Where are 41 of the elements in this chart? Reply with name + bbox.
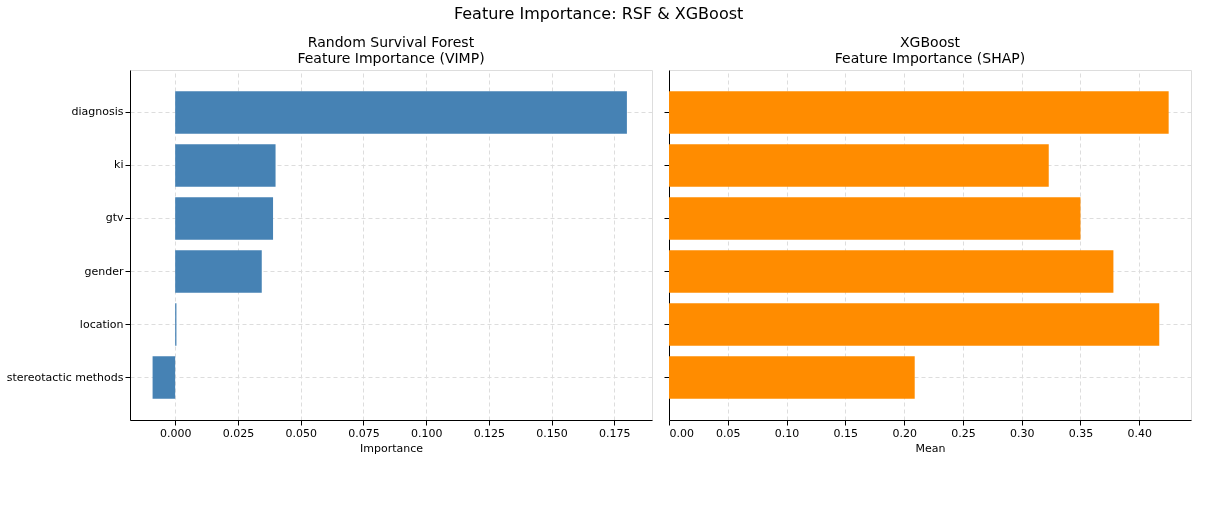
bar [175,197,274,240]
x-tick-label: 0.050 [285,426,317,440]
x-tick-label: 0.15 [833,426,859,440]
x-axis-title: Importance [359,441,424,455]
y-tick-label: gtv [105,211,124,225]
x-tick-label: 0.25 [951,426,976,440]
bar [669,91,1169,134]
bar [669,144,1049,187]
y-tick-label: gender [84,264,124,278]
x-tick-label: 0.025 [222,426,255,440]
x-tick-label: 0.000 [159,426,192,440]
x-tick-label: 0.075 [348,426,380,440]
y-tick-label: ki [114,158,124,172]
bar [175,250,262,293]
y-tick-label: location [79,317,124,331]
x-tick-label: 0.20 [892,426,917,440]
y-tick-label: stereotactic methods [6,370,124,384]
bar [669,197,1081,240]
bar [175,144,276,187]
text: XGBoost [900,34,960,50]
bar [669,356,915,399]
x-tick-label: 0.00 [669,426,694,440]
x-tick-label: 0.100 [410,426,443,440]
y-tick-label: diagnosis [71,105,124,119]
bar [669,250,1114,293]
x-axis-title: Mean [915,441,946,455]
bar [669,303,1160,346]
chart-title: Feature Importance: RSF & XGBoost [453,3,744,23]
x-tick-label: 0.125 [473,426,506,440]
text: Feature Importance (VIMP) [297,50,485,66]
x-tick-label: 0.35 [1068,426,1094,440]
x-tick-label: 0.05 [716,426,741,440]
x-tick-label: 0.40 [1127,426,1153,440]
bar [175,91,627,134]
x-tick-label: 0.175 [599,426,631,440]
x-tick-label: 0.30 [1009,426,1035,440]
x-tick-label: 0.150 [536,426,568,440]
x-tick-label: 0.10 [774,426,800,440]
bar [152,356,176,399]
text: Feature Importance (SHAP) [834,50,1026,66]
text: Random Survival Forest [307,34,475,50]
